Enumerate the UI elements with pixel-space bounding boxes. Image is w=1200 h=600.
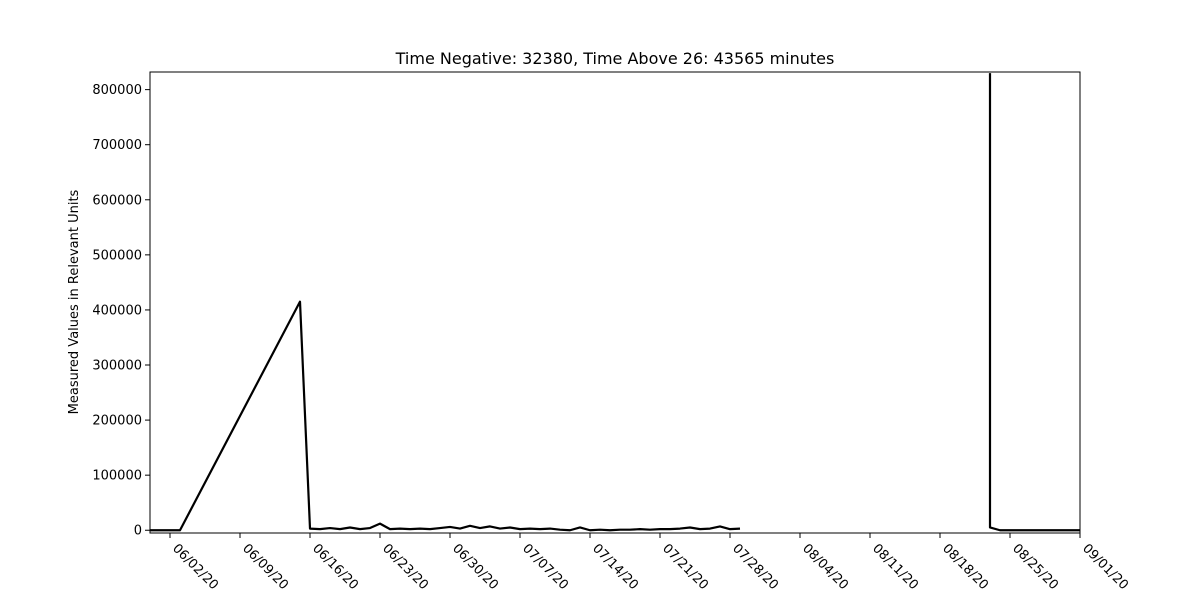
x-tick-label: 06/09/20 [239,541,291,593]
x-tick-label: 08/04/20 [799,541,851,593]
y-tick-label: 200000 [92,414,142,429]
y-tick-label: 600000 [92,193,142,208]
y-tick-label: 0 [134,524,142,539]
x-tick-label: 06/02/20 [169,541,221,593]
y-tick-label: 800000 [92,83,142,98]
x-tick-label: 06/16/20 [309,541,361,593]
x-tick-label: 08/18/20 [939,541,991,593]
x-tick-label: 08/11/20 [869,541,921,593]
chart-title: Time Negative: 32380, Time Above 26: 435… [395,49,835,68]
data-layer [150,73,1080,532]
x-tick-label: 08/25/20 [1009,541,1061,593]
x-tick-label: 06/23/20 [379,541,431,593]
x-tick-label: 07/07/20 [519,541,571,593]
y-axis: 0 100000 200000 300000 400000 500000 600000 700… [92,83,150,539]
y-tick-label: 300000 [92,359,142,374]
x-tick-label: 07/14/20 [589,541,641,593]
x-axis: 06/02/20 06/09/20 06/16/20 06/23/20 06/30/20… [169,533,1131,593]
y-tick-label: 100000 [92,469,142,484]
y-tick-label: 700000 [92,138,142,153]
x-tick-label: 09/01/20 [1079,541,1131,593]
x-tick-label: 07/21/20 [659,541,711,593]
y-tick-label: 400000 [92,303,142,318]
series-line-1 [150,300,741,532]
plot-frame [149,71,1081,534]
x-tick-label: 07/28/20 [729,541,781,593]
y-axis-label: Measured Values in Relevant Units [67,189,82,414]
series-line-2 [988,73,1080,532]
y-tick-label: 500000 [92,248,142,263]
x-tick-label: 06/30/20 [449,541,501,593]
